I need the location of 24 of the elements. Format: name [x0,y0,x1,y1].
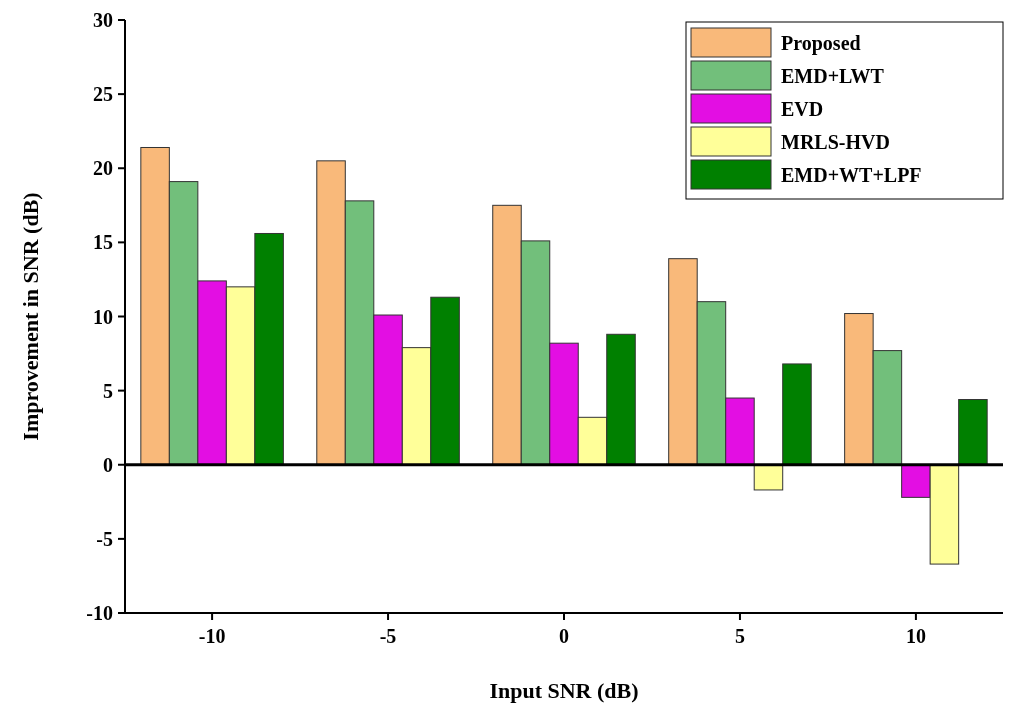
bar [958,399,988,466]
y-tick-label: -5 [96,527,113,550]
bar [753,464,784,491]
y-tick-label: 20 [93,157,113,180]
y-axis-title: Improvement in SNR (dB) [18,192,43,441]
y-tick-label: 25 [93,83,113,106]
x-tick-label: 5 [734,625,745,647]
legend-label: Proposed [781,31,861,55]
legend-label: EVD [781,97,824,120]
y-tick-label: 15 [93,231,113,254]
y-tick-label: 30 [93,9,113,31]
y-tick-label: 10 [93,305,113,328]
legend-label: EMD+LWT [781,64,885,87]
legend-label: MRLS-HVD [781,130,890,153]
x-tick-label: -10 [198,625,226,647]
y-tick-label: 0 [103,453,113,476]
x-tick-label: 0 [559,625,569,647]
y-tick-label: 5 [103,379,113,402]
x-axis-title: Input SNR (dB) [489,678,639,703]
x-tick-label: 10 [905,625,926,647]
x-tick-label: -5 [379,625,397,647]
legend-label: EMD+WT+LPF [781,163,922,186]
y-tick-label: -10 [86,602,113,624]
bar [782,363,812,466]
